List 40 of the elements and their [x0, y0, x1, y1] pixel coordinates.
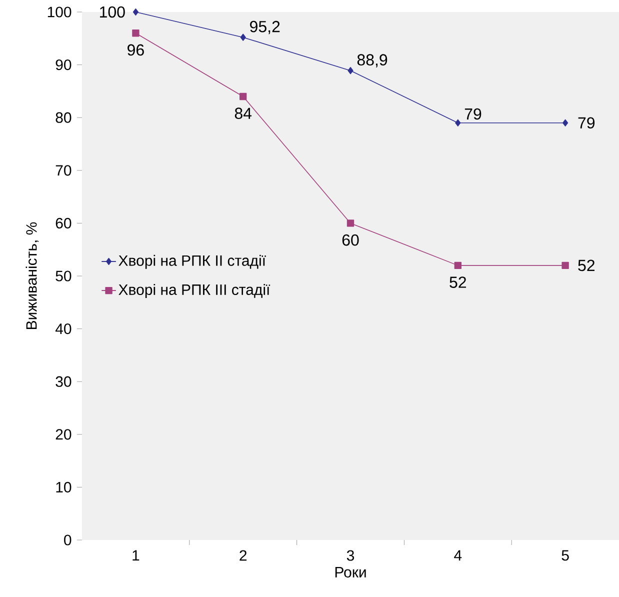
data-label: 60 — [342, 234, 359, 246]
data-label: 79 — [464, 108, 482, 120]
data-label: 84 — [234, 108, 252, 119]
x-tick-label: 3 — [346, 550, 354, 561]
point — [455, 119, 461, 126]
x-axis-title: Роки — [335, 567, 366, 578]
data-label: 88,9 — [357, 54, 388, 68]
data-label: 52 — [578, 260, 594, 272]
point — [132, 8, 138, 16]
point — [562, 119, 568, 126]
y-tick-label: 10 — [56, 482, 72, 493]
y-tick-label: 30 — [56, 376, 72, 387]
data-label: 95,2 — [250, 20, 280, 34]
legend-label: Хворі на РПК ІІІ стадії — [118, 284, 270, 298]
point — [454, 262, 462, 270]
y-tick-label: 20 — [56, 429, 72, 440]
y-tick-label: 50 — [56, 270, 72, 282]
x-tick-label: 2 — [240, 550, 247, 561]
y-tick-label: 100 — [48, 6, 72, 18]
data-label: 96 — [128, 44, 144, 56]
y-tick-label: 60 — [56, 218, 72, 228]
point — [348, 67, 354, 74]
point — [562, 262, 569, 270]
y-tick-label: 40 — [55, 323, 72, 334]
point — [346, 220, 354, 227]
point — [240, 34, 246, 41]
y-tick-label: 90 — [56, 59, 72, 70]
y-tick-label: 0 — [64, 534, 72, 546]
point — [240, 92, 247, 100]
y-tick-label: 80 — [56, 112, 72, 123]
x-tick-label: 4 — [454, 550, 462, 561]
y-axis-title: Виживаність, % — [26, 222, 39, 329]
legend-label: Хворі на РПК ІІ стадії — [118, 254, 266, 269]
data-label: 52 — [450, 276, 466, 288]
point — [132, 30, 140, 37]
x-tick-label: 1 — [132, 550, 140, 561]
data-label: 100 — [100, 6, 125, 18]
data-label: 79 — [578, 117, 595, 129]
x-tick-label: 5 — [562, 550, 569, 561]
y-tick-label: 70 — [56, 165, 72, 176]
